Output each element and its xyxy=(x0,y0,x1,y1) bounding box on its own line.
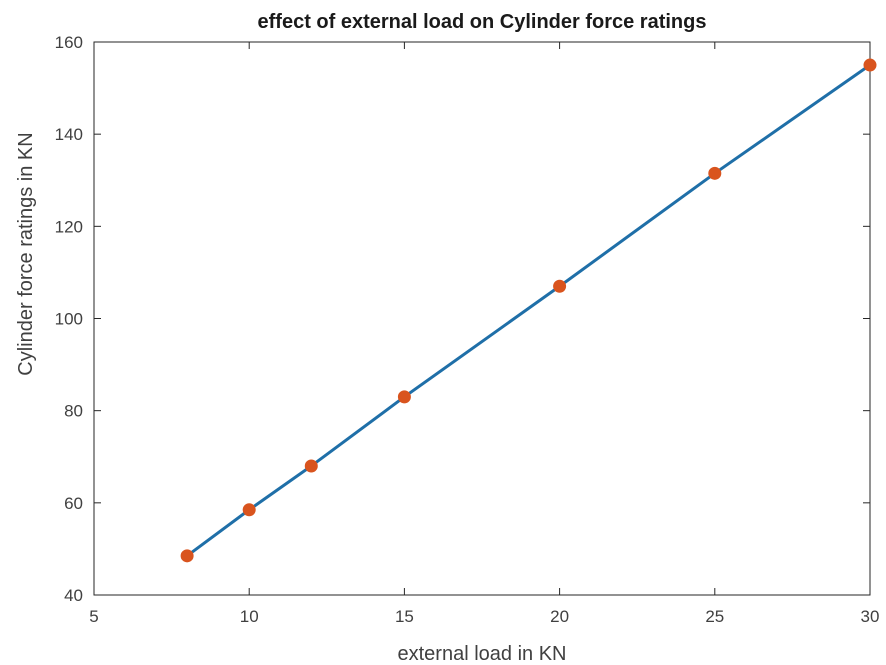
data-point-marker xyxy=(304,459,318,473)
data-point-marker xyxy=(708,166,722,180)
y-tick-labels: 40 60 80 100 120 140 160 xyxy=(55,33,83,605)
chart-title: effect of external load on Cylinder forc… xyxy=(258,11,707,33)
x-tick-label: 15 xyxy=(395,607,414,626)
y-axis-label: Cylinder force ratings in KN xyxy=(15,132,37,375)
data-point-marker xyxy=(863,58,877,72)
series xyxy=(180,58,877,563)
data-point-marker xyxy=(553,279,567,293)
data-point-marker xyxy=(397,390,411,404)
axes xyxy=(93,41,871,596)
data-point-marker xyxy=(180,549,194,563)
x-tick-label: 5 xyxy=(89,607,98,626)
tick-marks xyxy=(93,41,871,596)
y-tick-label: 120 xyxy=(55,217,83,236)
y-tick-label: 60 xyxy=(64,494,83,513)
y-tick-label: 160 xyxy=(55,33,83,52)
data-point-marker xyxy=(242,503,256,517)
y-tick-label: 40 xyxy=(64,586,83,605)
x-axis-label: external load in KN xyxy=(398,643,567,665)
x-tick-label: 10 xyxy=(240,607,259,626)
x-tick-label: 25 xyxy=(705,607,724,626)
y-tick-label: 80 xyxy=(64,402,83,421)
x-tick-label: 30 xyxy=(861,607,880,626)
x-tick-labels: 5 10 15 20 25 30 xyxy=(89,607,879,626)
plot-area-box xyxy=(93,41,871,596)
y-tick-label: 140 xyxy=(55,125,83,144)
y-tick-label: 100 xyxy=(55,310,83,329)
x-tick-label: 20 xyxy=(550,607,569,626)
